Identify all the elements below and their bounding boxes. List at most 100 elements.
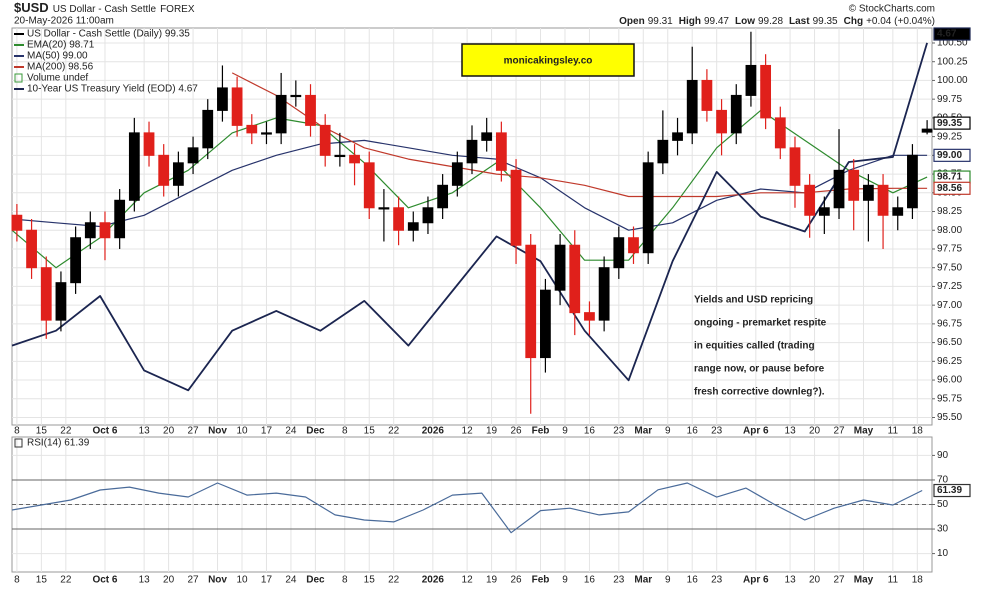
value-tag (933, 148, 971, 162)
legend-label: EMA(20) 98.71 (27, 40, 95, 51)
candle-body (466, 139, 478, 164)
x-tick-label: 13 (139, 575, 151, 586)
candle-body (158, 154, 170, 186)
candle-body (672, 132, 683, 141)
quote-label: Last (789, 16, 810, 27)
x-tick-label: 23 (711, 426, 723, 437)
candle-body (701, 79, 713, 111)
y-tick-label: 96.50 (937, 337, 962, 348)
y-tick-label: 96.00 (937, 375, 962, 386)
x-tick-label: 10 (236, 426, 248, 437)
x-tick-label: 20 (163, 575, 175, 586)
quote: Open 99.31 High 99.47 Low 99.28 Last 99.35 Chg +0… (619, 16, 935, 27)
x-tick-label: 8 (342, 426, 348, 437)
x-tick-label: 18 (912, 426, 924, 437)
rsi-line (11, 482, 923, 534)
credit: © StockCharts.com (849, 4, 935, 15)
x-tick-label: 9 (665, 426, 671, 437)
candle-body (422, 207, 434, 224)
legend-label: Volume undef (27, 73, 88, 84)
x-tick-label: 20 (809, 426, 821, 437)
y-tick-label: 99.75 (937, 94, 962, 105)
candle-body (451, 162, 463, 186)
x-tick-label: 22 (60, 426, 72, 437)
quote-label: Low (735, 16, 755, 27)
candle-body (686, 79, 698, 134)
x-tick-label: 15 (364, 575, 376, 586)
x-tick-label: 22 (388, 426, 400, 437)
candle-body (290, 94, 302, 98)
y-tick-label: 97.50 (937, 262, 962, 273)
value-tag-label: 98.71 (937, 172, 962, 183)
x-tick-label: Apr 6 (743, 426, 769, 437)
candle-body (378, 207, 390, 210)
x-tick-label: 13 (785, 426, 797, 437)
legend-label: MA(200) 98.56 (27, 62, 94, 73)
value-tag (933, 483, 971, 498)
y-tick-label: 30 (937, 524, 949, 535)
legend-swatch (14, 73, 23, 83)
x-tick-label: 15 (36, 575, 48, 586)
series-line (231, 72, 928, 198)
candle-body (319, 124, 331, 156)
candle-body (818, 207, 830, 216)
x-tick-label: 27 (188, 575, 200, 586)
x-tick-label: Nov (208, 426, 227, 437)
y-tick-label: 50 (937, 499, 949, 510)
candle-body (628, 237, 639, 254)
x-tick-label: 16 (584, 426, 596, 437)
quote-label: High (679, 16, 701, 27)
series-line (11, 42, 928, 392)
y-tick-label: 97.00 (937, 300, 962, 311)
candle-body (569, 244, 581, 314)
quote-value: 99.28 (758, 16, 783, 27)
candle-body (275, 94, 287, 134)
candle-body (745, 64, 757, 96)
value-tag-label: 4.67 (937, 29, 957, 40)
x-tick-label: 26 (510, 575, 522, 586)
x-tick-label: 9 (665, 575, 671, 586)
candle-body (892, 207, 904, 216)
quote-label: Chg (844, 16, 863, 27)
x-tick-label: 26 (510, 426, 522, 437)
x-tick-label: 16 (584, 575, 596, 586)
watermark-box (461, 43, 635, 77)
x-tick-label: Nov (208, 575, 227, 586)
candle-body (613, 237, 625, 269)
x-tick-label: Oct 6 (92, 575, 117, 586)
legend-label: 10-Year US Treasury Yield (EOD) 4.67 (27, 84, 198, 95)
x-tick-label: 9 (562, 426, 568, 437)
candle-body (70, 237, 82, 284)
candle-body (877, 184, 889, 216)
watermark: monicakingsley.co (504, 56, 593, 67)
x-tick-label: 11 (888, 575, 899, 586)
candle-body (642, 162, 654, 254)
annotation-line: Yields and USD repricing (694, 295, 813, 306)
value-tag-label: 98.56 (937, 183, 962, 194)
candle-body (84, 222, 96, 239)
x-tick-label: 9 (562, 575, 568, 586)
x-tick-label: 22 (388, 575, 400, 586)
candle-body (40, 267, 52, 321)
x-tick-label: 15 (36, 426, 48, 437)
y-tick-label: 100.25 (937, 56, 968, 67)
candle-body (481, 132, 493, 141)
x-tick-label: 8 (342, 575, 348, 586)
x-tick-label: 27 (833, 426, 845, 437)
annotation-line: ongoing - premarket respite (694, 318, 827, 329)
quote-value: 99.35 (813, 16, 838, 27)
candle-body (495, 132, 507, 171)
candle-body (261, 132, 272, 135)
x-tick-label: Feb (532, 575, 550, 586)
candle-body (525, 244, 537, 359)
y-tick-label: 96.25 (937, 356, 962, 367)
x-tick-label: Mar (634, 426, 652, 437)
x-tick-label: Dec (306, 575, 325, 586)
y-tick-label: 95.75 (937, 393, 962, 404)
x-tick-label: 2026 (422, 426, 445, 437)
x-tick-label: 10 (236, 575, 248, 586)
instrument-name: US Dollar - Cash Settle (53, 4, 157, 15)
y-tick-label: 97.75 (937, 244, 962, 255)
candle-body (848, 169, 860, 201)
candle-body (598, 267, 610, 321)
